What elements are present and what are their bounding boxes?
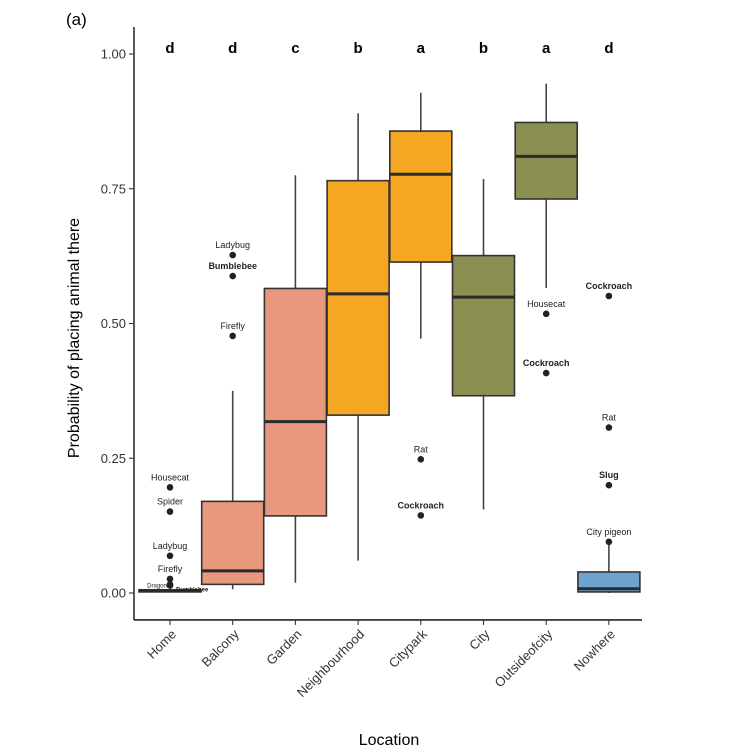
x-tick-label: Balcony: [199, 626, 243, 670]
outlier-label: Spider: [157, 497, 183, 507]
outlier-label: Slug: [599, 470, 619, 480]
outlier-label: Firefly: [220, 321, 245, 331]
outlier-label: Cockroach: [586, 281, 633, 291]
y-tick-label: 0.25: [101, 451, 126, 466]
significance-letter: b: [354, 40, 363, 57]
x-tick-label: Citypark: [386, 626, 431, 671]
outlier-point: [166, 508, 174, 515]
boxes: [138, 121, 641, 593]
box: [514, 121, 579, 200]
outlier-label: Bumblebee: [176, 587, 209, 593]
outlier-point: [229, 251, 236, 259]
box: [577, 571, 641, 593]
significance-letter: a: [542, 40, 551, 57]
outlier-label: Ladybug: [153, 541, 188, 551]
box: [451, 254, 516, 397]
outlier-point: [417, 512, 425, 519]
x-axis-title: Location: [359, 732, 420, 749]
box: [263, 287, 328, 517]
outlier-label: City pigeon: [586, 527, 631, 537]
y-tick-label: 0.50: [101, 316, 126, 331]
significance-letter: b: [479, 40, 488, 57]
outlier-point: [605, 292, 613, 300]
outlier-label: Rat: [602, 413, 617, 423]
x-tick-label: Home: [144, 626, 179, 661]
outlier-point: [417, 456, 425, 463]
significance-letter: a: [417, 40, 426, 57]
x-tick-label: City: [466, 626, 493, 653]
outlier-point: [229, 332, 236, 340]
x-tick-label: Neighbourhood: [294, 626, 367, 699]
outlier-label: Dragonfly: [147, 583, 173, 589]
box: [326, 179, 390, 416]
outlier-label: Housecat: [151, 472, 190, 482]
outlier-label: Housecat: [527, 299, 566, 309]
outlier-label: Firefly: [158, 564, 183, 574]
outlier-point: [605, 424, 613, 431]
box: [388, 130, 453, 263]
whiskers: [231, 83, 610, 593]
x-tick-label: Outsideofcity: [492, 626, 556, 690]
significance-letter: c: [291, 40, 299, 57]
outlier-point: [229, 272, 236, 280]
y-tick-label: 0.00: [101, 586, 126, 601]
outlier-label: Ladybug: [215, 240, 250, 250]
outlier-point: [166, 582, 174, 589]
outlier-point: [605, 538, 613, 546]
outlier-point: [542, 310, 550, 318]
x-tick-label: Nowhere: [571, 626, 618, 673]
significance-letter: d: [228, 40, 237, 57]
outlier-point: [542, 369, 550, 377]
outlier-point: [605, 481, 613, 489]
outlier-label: Bumblebee: [208, 261, 257, 271]
outlier-label: Cockroach: [523, 358, 570, 368]
x-tick-label: Garden: [263, 626, 304, 667]
y-tick-label: 1.00: [101, 47, 126, 62]
outlier-label: Rat: [414, 444, 429, 454]
outlier-point: [166, 575, 174, 583]
outlier-point: [166, 552, 174, 560]
significance-letter: d: [165, 40, 174, 57]
outliers: HousecatSpiderLadybugFireflyDragonflyBum…: [147, 240, 632, 593]
outlier-label: Cockroach: [398, 500, 445, 510]
y-axis-title: Probability of placing animal there: [66, 218, 83, 458]
outlier-point: [166, 484, 174, 491]
significance-letter: d: [604, 40, 613, 57]
y-tick-label: 0.75: [101, 181, 126, 196]
panel-label: (a): [66, 10, 87, 29]
